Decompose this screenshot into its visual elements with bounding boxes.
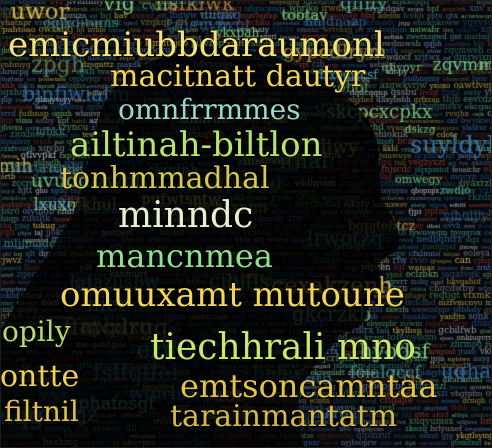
- artwork-word: tonhmmadhal: [60, 161, 270, 196]
- artwork-word: filtnil: [4, 395, 79, 428]
- artwork-word: macitnatt dautyr: [110, 59, 366, 94]
- artwork-word: ailtinah-biltlon: [70, 125, 323, 165]
- artwork-word: ontte: [0, 359, 80, 394]
- artwork-word: tiechhrali mno: [150, 327, 416, 368]
- artwork-word: omnfrrmmes: [118, 93, 301, 126]
- artwork-word: tarainmantatm: [170, 399, 398, 434]
- artwork-word: emicmiubbdaraumonl: [8, 25, 385, 65]
- artwork-word: omuuxamt mutoune: [60, 275, 405, 315]
- artwork-word: opily: [2, 315, 71, 348]
- artwork-word: emtsoncamntaa: [180, 367, 438, 405]
- artwork-word: mancnmea: [96, 237, 273, 275]
- artwork-word: minndc: [118, 195, 254, 236]
